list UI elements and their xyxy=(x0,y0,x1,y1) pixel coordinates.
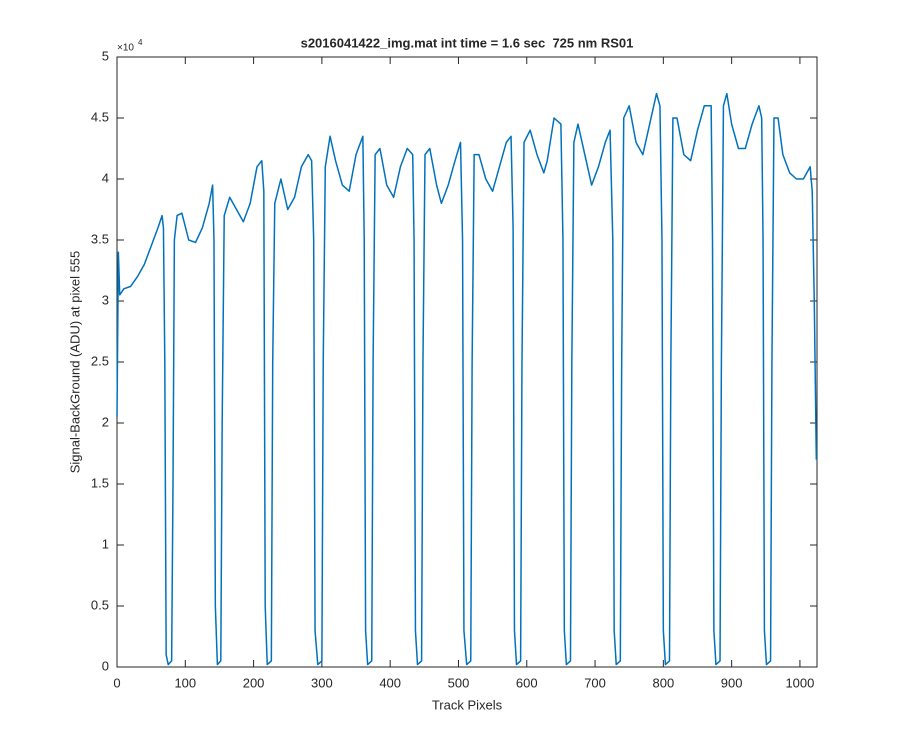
y-tick-label: 0.5 xyxy=(91,597,109,612)
y-axis-label: Signal-BackGround (ADU) at pixel 555 xyxy=(67,251,82,474)
x-tick-label: 200 xyxy=(243,675,265,690)
x-axis-label: Track Pixels xyxy=(432,697,503,712)
plot-box xyxy=(116,56,818,668)
x-tick-label: 900 xyxy=(721,675,743,690)
x-tick-label: 600 xyxy=(516,675,538,690)
y-tick-label: 3.5 xyxy=(91,231,109,246)
x-tick-label: 800 xyxy=(652,675,674,690)
y-tick-label: 2.5 xyxy=(91,353,109,368)
y-exponent-power: 4 xyxy=(138,38,143,47)
x-tick-label: 1000 xyxy=(785,675,814,690)
x-tick-label: 500 xyxy=(448,675,470,690)
x-tick-label: 300 xyxy=(311,675,333,690)
y-tick-label: 1.5 xyxy=(91,475,109,490)
x-tick-label: 0 xyxy=(113,675,120,690)
y-tick-label: 2 xyxy=(102,414,109,429)
y-tick-label: 5 xyxy=(102,48,109,63)
y-tick-label: 4 xyxy=(102,170,109,185)
y-exponent-base: ×10 xyxy=(117,43,134,54)
x-tick-label: 400 xyxy=(379,675,401,690)
x-tick-label: 700 xyxy=(584,675,606,690)
y-tick-label: 3 xyxy=(102,292,109,307)
y-tick-label: 1 xyxy=(102,536,109,551)
x-tick-label: 100 xyxy=(174,675,196,690)
y-tick-label: 4.5 xyxy=(91,109,109,124)
data-line xyxy=(116,92,818,666)
y-tick-label: 0 xyxy=(102,658,109,673)
chart-title: s2016041422_img.mat int time = 1.6 sec 7… xyxy=(301,35,634,50)
